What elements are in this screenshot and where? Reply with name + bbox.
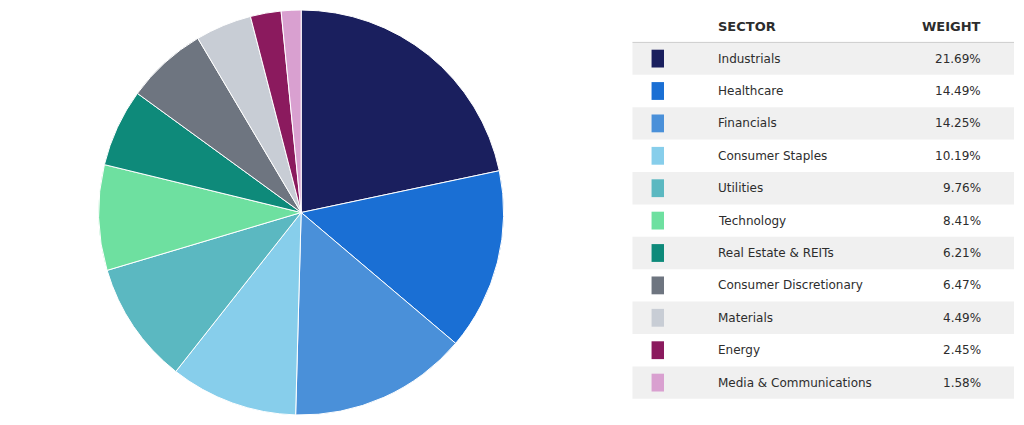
svg-text:6.47%: 6.47% bbox=[943, 278, 981, 292]
svg-text:8.41%: 8.41% bbox=[943, 214, 981, 228]
svg-text:2.45%: 2.45% bbox=[943, 343, 981, 357]
svg-text:21.69%: 21.69% bbox=[935, 52, 981, 66]
svg-text:Utilities: Utilities bbox=[718, 181, 763, 195]
svg-text:6.21%: 6.21% bbox=[943, 246, 981, 260]
svg-text:WEIGHT: WEIGHT bbox=[922, 19, 981, 34]
svg-text:Consumer Staples: Consumer Staples bbox=[718, 149, 827, 163]
svg-text:Media & Communications: Media & Communications bbox=[718, 376, 872, 390]
svg-text:Consumer Discretionary: Consumer Discretionary bbox=[718, 278, 863, 292]
svg-text:Materials: Materials bbox=[718, 311, 773, 325]
svg-text:Energy: Energy bbox=[718, 343, 760, 357]
svg-text:4.49%: 4.49% bbox=[943, 311, 981, 325]
svg-text:Financials: Financials bbox=[718, 116, 777, 130]
svg-text:SECTOR: SECTOR bbox=[718, 19, 776, 34]
svg-text:10.19%: 10.19% bbox=[935, 149, 981, 163]
svg-text:Industrials: Industrials bbox=[718, 52, 781, 66]
svg-text:1.58%: 1.58% bbox=[943, 376, 981, 390]
svg-text:9.76%: 9.76% bbox=[943, 181, 981, 195]
svg-text:14.25%: 14.25% bbox=[935, 116, 981, 130]
svg-text:14.49%: 14.49% bbox=[935, 84, 981, 98]
svg-text:Real Estate & REITs: Real Estate & REITs bbox=[718, 246, 834, 260]
svg-text:Healthcare: Healthcare bbox=[718, 84, 783, 98]
svg-text:Technology: Technology bbox=[718, 214, 786, 228]
